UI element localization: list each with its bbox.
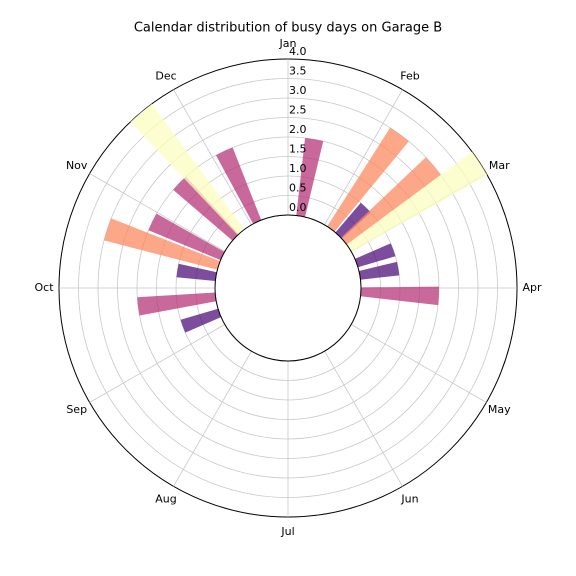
bar [104,218,221,270]
x-tick-label: Feb [400,70,419,83]
x-tick-label: Nov [66,159,88,172]
bar [137,292,217,316]
x-tick-label: Sep [66,403,87,416]
bar [176,263,217,282]
bar [180,308,222,333]
grid-spoke [324,89,403,225]
bar [360,286,440,306]
bar [340,157,441,245]
inner-circle [214,214,362,362]
x-tick-label: Jan [279,37,297,50]
y-tick-label: 1.5 [289,143,307,156]
bar [335,202,371,239]
bar [173,176,239,241]
y-tick-label: 3.0 [289,84,307,97]
y-tick-label: 0.5 [289,182,307,195]
x-tick-label: May [488,403,511,416]
grid-spoke [89,324,225,403]
bar [215,147,262,224]
y-tick-label: 4.0 [289,45,307,58]
y-tick-label: 1.0 [289,162,307,175]
grid-spoke [351,324,487,403]
x-tick-label: Jul [280,525,294,538]
bar [130,103,245,236]
bar [354,243,396,268]
y-tick-label: 0.0 [289,201,307,214]
x-tick-label: Aug [155,492,176,505]
y-tick-label: 3.5 [289,65,307,78]
x-tick-label: Jun [400,492,418,505]
x-tick-label: Mar [489,159,510,172]
grid-spoke [89,173,225,252]
chart-title: Calendar distribution of busy days on Ga… [134,21,442,36]
grid-spoke [173,351,252,487]
grid-spoke [173,89,252,225]
y-tick-label: 2.5 [289,104,307,117]
bar [327,127,409,232]
grid-spoke [324,351,403,487]
x-tick-label: Dec [155,70,176,83]
bar [346,151,488,253]
x-tick-label: Apr [522,281,542,294]
y-tick-label: 2.0 [289,123,307,136]
bar [148,213,225,261]
grid-circle [214,214,362,362]
bar [296,137,324,218]
x-tick-label: Oct [34,281,54,294]
bar [358,261,400,280]
